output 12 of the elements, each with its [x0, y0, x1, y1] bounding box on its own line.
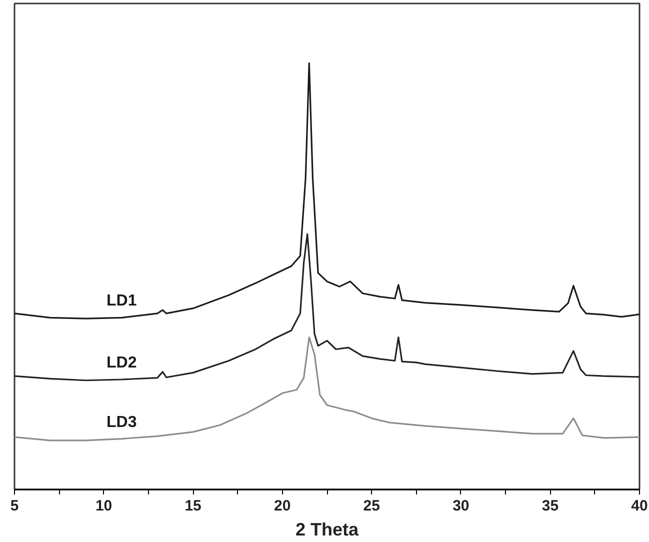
- x-tick-label: 25: [363, 498, 380, 514]
- x-tick-label: 35: [542, 498, 559, 514]
- x-tick-label: 40: [631, 498, 648, 514]
- x-tick-label: 20: [274, 498, 291, 514]
- x-tick-label: 10: [95, 498, 112, 514]
- x-axis-title: 2 Theta: [295, 520, 360, 540]
- series-label: LD1: [106, 292, 137, 310]
- x-tick-label: 5: [10, 498, 19, 514]
- series-label: LD3: [106, 414, 137, 431]
- x-tick-label: 30: [452, 498, 470, 514]
- x-tick-label: 15: [184, 498, 202, 514]
- series-label: LD2: [106, 354, 137, 372]
